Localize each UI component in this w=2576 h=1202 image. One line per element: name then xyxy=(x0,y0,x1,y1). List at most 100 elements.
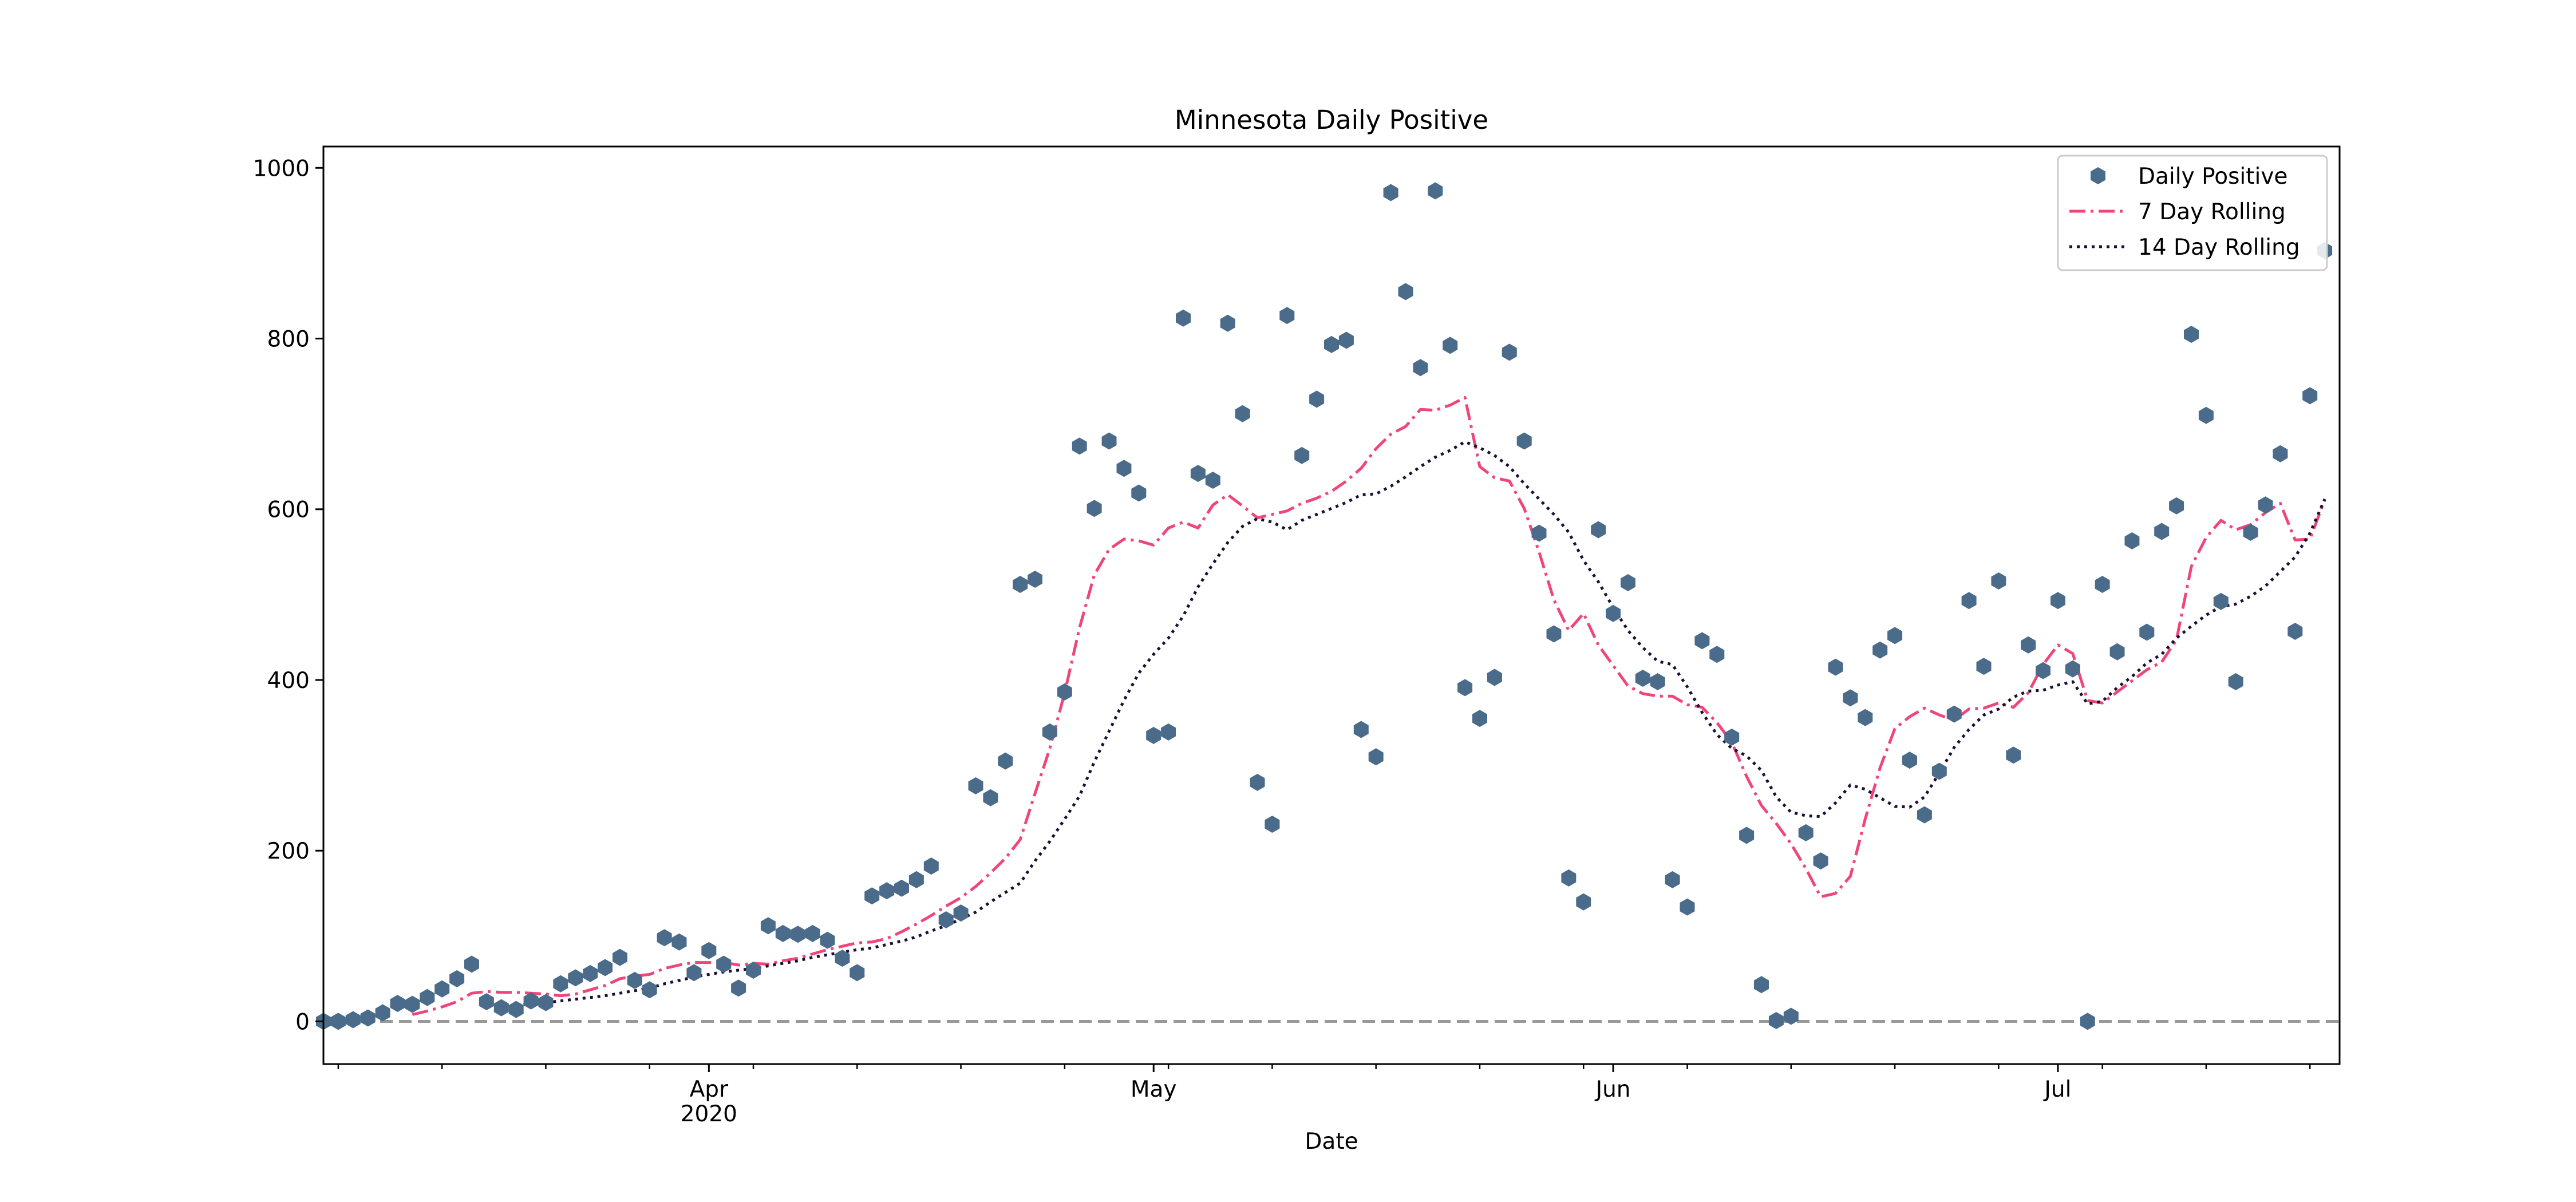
chart-title: Minnesota Daily Positive xyxy=(1175,105,1488,135)
data-point xyxy=(790,926,805,943)
series-line-14-day-rolling xyxy=(516,440,2326,1008)
data-point xyxy=(1798,824,1814,841)
data-point xyxy=(2213,592,2229,610)
y-tick-label: 200 xyxy=(267,839,310,864)
data-point xyxy=(1457,679,1473,697)
data-point xyxy=(1131,484,1147,502)
y-tick-label: 800 xyxy=(267,327,310,353)
data-point xyxy=(1324,335,1339,353)
data-point xyxy=(1546,625,1562,643)
data-point xyxy=(835,950,850,967)
data-point xyxy=(731,979,746,997)
data-point xyxy=(1887,627,1903,645)
data-point xyxy=(405,995,420,1013)
data-point xyxy=(493,999,509,1017)
data-point xyxy=(1279,307,1295,325)
data-point xyxy=(1116,460,1132,477)
data-point xyxy=(2124,532,2140,549)
data-point xyxy=(583,964,598,982)
series-line-7-day-rolling xyxy=(412,396,2326,1016)
data-point xyxy=(613,948,627,966)
data-point xyxy=(1487,669,1502,686)
data-point xyxy=(2302,387,2318,405)
data-point xyxy=(1976,658,1992,675)
data-point xyxy=(2050,592,2065,610)
data-point xyxy=(1101,432,1117,450)
data-point xyxy=(508,1001,524,1018)
data-point xyxy=(2287,623,2303,640)
data-point xyxy=(1086,500,1102,517)
data-point xyxy=(805,924,820,942)
data-point xyxy=(479,993,494,1011)
data-point xyxy=(864,887,880,905)
y-tick-label: 400 xyxy=(267,668,310,694)
data-point xyxy=(686,964,702,982)
data-point xyxy=(701,942,717,959)
legend-box xyxy=(2057,155,2328,271)
data-point xyxy=(938,911,954,928)
data-point xyxy=(2243,524,2258,541)
data-point xyxy=(1042,723,1057,741)
data-point xyxy=(1961,592,1977,610)
data-point xyxy=(1680,898,1695,916)
data-point xyxy=(1028,571,1042,588)
data-point xyxy=(1991,572,2006,590)
data-point xyxy=(1946,705,1962,723)
data-point xyxy=(879,882,895,900)
data-point xyxy=(642,981,657,999)
data-point xyxy=(923,857,939,875)
data-point xyxy=(1383,184,1398,201)
data-point xyxy=(1294,446,1310,464)
data-point xyxy=(568,969,583,987)
data-point xyxy=(1665,871,1680,888)
data-point xyxy=(420,989,435,1006)
data-point xyxy=(1858,709,1873,726)
data-point xyxy=(1013,576,1028,593)
data-point xyxy=(553,975,568,993)
data-point xyxy=(1872,641,1888,659)
data-point xyxy=(1428,182,1443,200)
data-point xyxy=(2139,623,2155,641)
data-point xyxy=(775,924,791,942)
data-point xyxy=(998,752,1013,770)
x-tick-sublabel: 2020 xyxy=(681,1101,737,1127)
data-point xyxy=(1502,343,1517,361)
legend-label: 7 Day Rolling xyxy=(2138,199,2286,225)
data-point xyxy=(1813,852,1828,870)
data-point xyxy=(2169,497,2184,515)
legend: Daily Positive 7 Day Rolling 14 Day Rollin… xyxy=(2057,155,2328,271)
data-point xyxy=(2036,662,2050,679)
data-point xyxy=(1917,806,1932,824)
data-point xyxy=(1190,465,1206,483)
data-point xyxy=(657,929,672,947)
data-point xyxy=(1739,827,1755,844)
legend-label: 14 Day Rolling xyxy=(2138,235,2300,260)
data-point xyxy=(1902,752,1917,769)
data-point xyxy=(598,959,613,976)
plot-frame xyxy=(322,145,2341,1065)
data-point xyxy=(1250,773,1265,791)
data-point xyxy=(1516,432,1532,450)
data-point xyxy=(434,980,450,998)
data-point xyxy=(2095,576,2110,593)
data-point xyxy=(1694,632,1710,650)
data-point xyxy=(523,992,539,1010)
x-tick-label: Jun xyxy=(1594,1077,1631,1102)
data-point xyxy=(1724,728,1740,746)
data-point xyxy=(464,955,479,973)
data-point xyxy=(953,904,969,922)
data-point xyxy=(1057,683,1072,701)
data-point xyxy=(1398,283,1413,300)
y-tick-label: 0 xyxy=(295,1009,310,1035)
data-point xyxy=(1413,359,1428,377)
data-point xyxy=(1146,726,1161,744)
data-point xyxy=(2198,406,2214,424)
data-point xyxy=(2273,445,2288,462)
data-point xyxy=(1353,721,1369,738)
y-tick-label: 1000 xyxy=(253,156,310,181)
data-point xyxy=(716,955,732,973)
data-point xyxy=(1754,976,1769,994)
data-point xyxy=(1235,405,1250,422)
data-point xyxy=(449,970,465,987)
